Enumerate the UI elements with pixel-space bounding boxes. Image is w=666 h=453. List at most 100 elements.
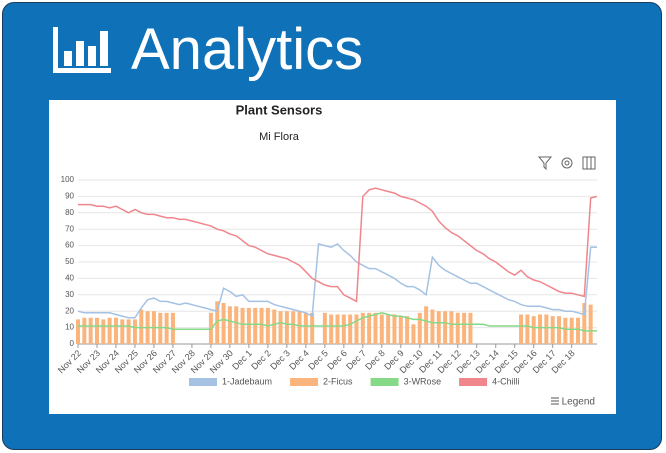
bar: [158, 312, 163, 344]
x-tick-label: Dec 4: [287, 348, 311, 372]
analytics-icon: [53, 27, 111, 73]
x-tick-label: Dec 1: [230, 348, 254, 372]
bar: [246, 307, 251, 344]
y-tick-label: 80: [65, 208, 74, 217]
bar: [392, 314, 397, 344]
bar: [348, 314, 353, 344]
line-series: [78, 312, 597, 332]
bar: [94, 317, 99, 344]
bar: [443, 311, 448, 344]
bar: [310, 312, 315, 344]
y-tick-label: 20: [65, 306, 74, 315]
bar: [455, 312, 460, 344]
legend-swatch: [290, 378, 319, 386]
bar: [398, 316, 403, 344]
y-tick-label: 90: [65, 192, 74, 201]
filter-button[interactable]: [537, 156, 553, 171]
bar: [379, 314, 384, 344]
bar: [227, 306, 232, 344]
bar: [259, 307, 264, 344]
settings-button[interactable]: [561, 157, 573, 169]
bar: [341, 314, 346, 344]
y-tick-label: 50: [65, 257, 74, 266]
bar: [417, 312, 422, 344]
bar: [468, 312, 473, 344]
bar: [436, 311, 441, 344]
bar: [253, 307, 258, 344]
page-title: Analytics: [131, 17, 364, 82]
y-tick-label: 0: [70, 339, 75, 348]
bar: [354, 314, 359, 344]
line-series: [77, 243, 597, 319]
bar: [525, 314, 530, 344]
bar: [563, 317, 568, 344]
bar: [126, 319, 131, 344]
chart-subtitle: Mi Flora: [259, 131, 300, 143]
bar: [139, 309, 144, 344]
y-tick-label: 40: [65, 274, 74, 283]
bar: [76, 319, 80, 344]
bar: [405, 316, 410, 344]
bar: [234, 306, 239, 344]
chart-panel: Plant Sensors Mi Flora Legend 0 10 20 30 40 5…: [49, 100, 616, 414]
bar: [240, 307, 245, 344]
bar: [329, 314, 334, 344]
bar: [519, 314, 524, 344]
y-tick-label: 10: [65, 323, 74, 332]
bar: [113, 317, 118, 344]
bar: [278, 311, 283, 344]
x-tick-label: Dec 8: [363, 348, 387, 372]
bar: [335, 314, 340, 344]
bar: [82, 317, 87, 344]
line-series: [78, 187, 598, 303]
bar: [88, 317, 93, 344]
bar: [544, 314, 549, 344]
bar: [221, 303, 226, 344]
bar: [101, 319, 106, 344]
bar: [373, 312, 378, 344]
x-tick-label: Dec 5: [306, 348, 330, 372]
legend-label: 2-Ficus: [323, 376, 353, 386]
columns-button[interactable]: [582, 156, 596, 170]
chart: Plant Sensors Mi Flora Legend 0 10 20 30 40 5…: [56, 102, 598, 408]
legend-swatch: [459, 378, 488, 386]
bar: [576, 317, 581, 344]
legend-swatch: [189, 378, 217, 386]
bar: [557, 316, 562, 344]
y-tick-label: 70: [65, 224, 74, 233]
legend-swatch: [370, 378, 399, 386]
x-tick-label: Dec 6: [325, 348, 349, 372]
y-tick-label: 60: [65, 241, 74, 250]
bar: [386, 314, 391, 344]
y-tick-label: 100: [61, 175, 75, 184]
bar: [449, 311, 454, 344]
bar: [107, 317, 112, 344]
chart-title: Plant Sensors: [236, 102, 323, 117]
bar: [430, 309, 435, 344]
x-tick-label: Dec 7: [344, 348, 368, 372]
bar: [550, 316, 555, 344]
bar: [569, 317, 574, 344]
bar: [132, 319, 137, 344]
legend-button[interactable]: Legend: [551, 397, 595, 408]
bar: [322, 312, 327, 344]
bar: [297, 311, 302, 344]
bar: [215, 301, 220, 344]
bar: [291, 311, 296, 344]
bar: [462, 312, 467, 344]
bar: [272, 309, 277, 344]
bar: [588, 304, 593, 344]
legend-button-label[interactable]: Legend: [562, 397, 595, 408]
bar: [538, 314, 543, 344]
y-tick-label: 30: [65, 290, 74, 299]
bar: [303, 312, 308, 344]
bar: [284, 311, 289, 344]
x-tick-label: Dec 3: [268, 348, 292, 372]
bar: [411, 324, 416, 344]
legend-label: 1-Jadebaum: [222, 376, 272, 386]
bar: [424, 306, 429, 344]
legend-button-icon[interactable]: [551, 397, 559, 405]
bar: [360, 312, 365, 344]
legend-label: 4-Chilli: [492, 376, 520, 386]
